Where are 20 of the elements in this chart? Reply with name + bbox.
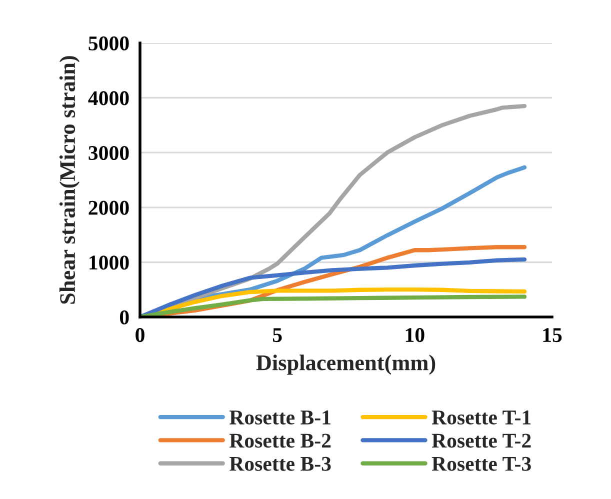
line-series bbox=[140, 257, 527, 317]
legend-label: Rosette T-3 bbox=[432, 456, 531, 471]
y-tick-label: 2000 bbox=[88, 200, 129, 215]
x-tick-label: 15 bbox=[543, 328, 562, 342]
y-tick-label: 3000 bbox=[88, 146, 129, 160]
legend-label: Rosette B-3 bbox=[229, 456, 331, 471]
x-tick-label: 5 bbox=[272, 328, 282, 342]
legend-label: Rosette B-1 bbox=[229, 410, 330, 425]
x-tick-label: 0 bbox=[136, 328, 144, 342]
legend-label: Rosette T-1 bbox=[432, 410, 531, 425]
y-tick-label: 1000 bbox=[90, 256, 129, 270]
y-tick-label: 0 bbox=[120, 310, 129, 324]
x-axis-title: Displacement(mm) bbox=[256, 354, 436, 375]
y-axis-title: Shear strain(Micro strain) bbox=[59, 56, 80, 304]
x-tick-label: 10 bbox=[406, 328, 424, 342]
legend-label: Rosette T-2 bbox=[432, 434, 531, 448]
legend-label: Rosette B-2 bbox=[229, 434, 331, 448]
y-tick-label: 4000 bbox=[88, 91, 129, 106]
y-tick-label: 5000 bbox=[88, 36, 129, 50]
line-series bbox=[140, 294, 527, 317]
